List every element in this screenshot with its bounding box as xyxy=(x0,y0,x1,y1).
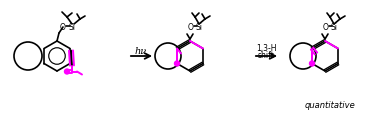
Text: Si: Si xyxy=(330,22,338,31)
Text: Si: Si xyxy=(68,22,76,31)
Circle shape xyxy=(310,61,314,66)
Circle shape xyxy=(175,61,180,66)
Text: Si: Si xyxy=(195,22,203,31)
Circle shape xyxy=(65,69,70,74)
Text: 1,3-H: 1,3-H xyxy=(256,43,276,52)
Text: hν: hν xyxy=(135,46,147,55)
Text: O: O xyxy=(60,22,66,31)
Text: O: O xyxy=(188,22,194,31)
Text: quantitative: quantitative xyxy=(305,101,355,109)
Text: O: O xyxy=(323,22,329,31)
Text: shift: shift xyxy=(257,50,274,59)
